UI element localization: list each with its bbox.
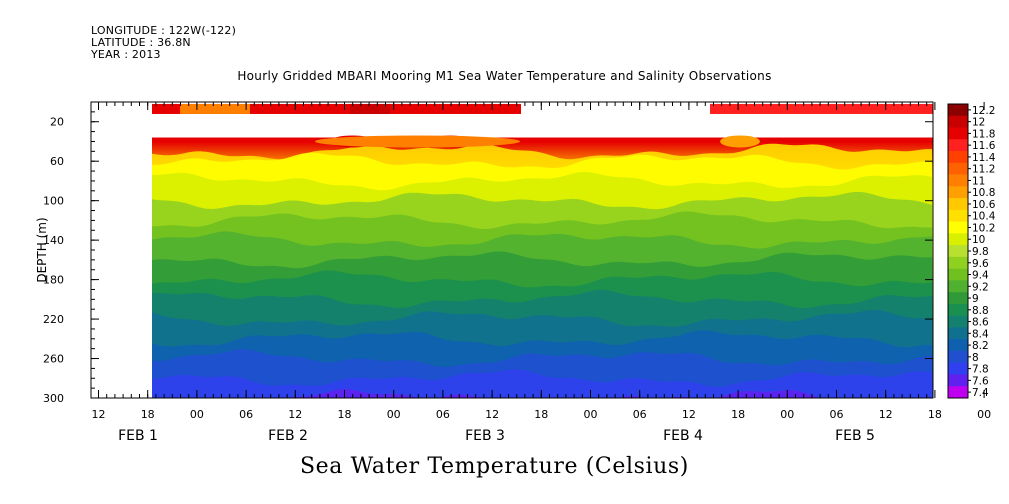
colorbar-label: 8.6 (972, 317, 989, 329)
y-tick-label: 180 (43, 274, 64, 287)
colorbar-swatch (948, 268, 968, 281)
colorbar-label: 8.4 (972, 328, 989, 340)
colorbar-label: 8 (972, 352, 979, 364)
colorbar-label: 9.2 (972, 281, 989, 293)
x-tick-label: 06 (436, 408, 450, 421)
colorbar-swatch (948, 139, 968, 152)
latitude-label: LATITUDE : 36.8N (91, 36, 191, 49)
x-day-label: FEB 1 (118, 428, 158, 444)
colorbar-label: 9 (972, 293, 979, 305)
warm-patch (720, 135, 760, 148)
surface-patch (180, 103, 250, 114)
colorbar-swatch (948, 339, 968, 352)
colorbar-label: 10.6 (972, 199, 996, 211)
colorbar-label: 9.8 (972, 246, 989, 258)
x-tick-label: 18 (338, 408, 352, 421)
colorbar-swatch (948, 386, 968, 399)
colorbar-label: 12 (972, 117, 985, 129)
colorbar-label: 11 (972, 175, 985, 187)
colorbar-swatch (948, 327, 968, 340)
colorbar-label: 11.8 (972, 128, 995, 140)
y-tick-label: 220 (43, 313, 64, 326)
x-tick-label: 00 (780, 408, 794, 421)
x-tick-label: 06 (830, 408, 844, 421)
y-tick-label: 300 (43, 392, 64, 405)
x-tick-label: 12 (682, 408, 696, 421)
longitude-label: LONGITUDE : 122W(-122) (91, 24, 237, 37)
colorbar-label: 9.6 (972, 258, 989, 270)
chart-title: Hourly Gridded MBARI Mooring M1 Sea Wate… (237, 69, 772, 83)
warm-patch (315, 135, 520, 148)
y-tick-label: 140 (43, 234, 64, 247)
x-tick-label: 00 (977, 408, 991, 421)
x-tick-label: 06 (633, 408, 647, 421)
colorbar-label: 11.4 (972, 152, 996, 164)
colorbar-label: 9.4 (972, 270, 989, 282)
colorbar-swatch (948, 162, 968, 175)
colorbar-swatch (948, 221, 968, 234)
colorbar-swatch (948, 374, 968, 387)
colorbar-swatch (948, 174, 968, 187)
y-tick-label: 260 (43, 353, 64, 366)
x-tick-label: 00 (584, 408, 598, 421)
colorbar-label: 12.2 (972, 105, 995, 117)
colorbar-swatch (948, 127, 968, 140)
y-axis-label: DEPTH (m) (35, 217, 49, 282)
x-tick-label: 18 (928, 408, 942, 421)
colorbar-swatch (948, 280, 968, 293)
surface-patch (350, 103, 390, 114)
colorbar-label: 10.2 (972, 222, 995, 234)
colorbar-label: 8.8 (972, 305, 989, 317)
colorbar-swatch (948, 245, 968, 258)
x-tick-label: 18 (731, 408, 745, 421)
colorbar-label: 8.2 (972, 340, 989, 352)
x-tick-label: 12 (879, 408, 893, 421)
colorbar-label: 7.6 (972, 375, 989, 387)
y-tick-label: 20 (50, 116, 64, 129)
colorbar-swatch (948, 115, 968, 128)
colorbar-swatch (948, 350, 968, 364)
colorbar-swatch (948, 186, 968, 199)
colorbar-swatch (948, 303, 968, 316)
x-day-label: FEB 2 (268, 428, 308, 444)
colorbar-frame (947, 103, 969, 399)
surface-strip (710, 103, 933, 114)
x-day-label: FEB 5 (835, 428, 875, 444)
x-tick-label: 06 (239, 408, 253, 421)
colorbar-swatch (948, 104, 968, 117)
x-axis-label: Sea Water Temperature (Celsius) (300, 454, 689, 479)
x-tick-label: 12 (485, 408, 499, 421)
colorbar-label: 7.8 (972, 364, 989, 376)
x-tick-label: 12 (92, 408, 106, 421)
colorbar-swatch (948, 292, 968, 305)
x-tick-label: 18 (534, 408, 548, 421)
colorbar-swatch (948, 315, 968, 328)
x-tick-label: 18 (141, 408, 155, 421)
x-tick-label: 12 (288, 408, 302, 421)
colorbar-swatch (948, 256, 968, 269)
colorbar-label: 11.6 (972, 140, 996, 152)
y-tick-label: 100 (43, 195, 64, 208)
colorbar-swatch (948, 233, 968, 246)
colorbar-label: 11.2 (972, 164, 995, 176)
x-tick-label: 00 (190, 408, 204, 421)
colorbar-label: 10.8 (972, 187, 995, 199)
x-day-label: FEB 3 (465, 428, 505, 444)
year-label: YEAR : 2013 (91, 48, 161, 61)
colorbar-label: 7.4 (972, 387, 989, 399)
colorbar-swatch (948, 209, 968, 222)
colorbar-label: 10.4 (972, 211, 996, 223)
y-tick-label: 60 (50, 155, 64, 168)
surface-strip (152, 103, 521, 114)
x-day-label: FEB 4 (663, 428, 703, 444)
colorbar-label: 10 (972, 234, 985, 246)
colorbar-swatch (948, 198, 968, 211)
colorbar-swatch (948, 362, 968, 375)
x-tick-label: 00 (387, 408, 401, 421)
colorbar-swatch (948, 151, 968, 164)
